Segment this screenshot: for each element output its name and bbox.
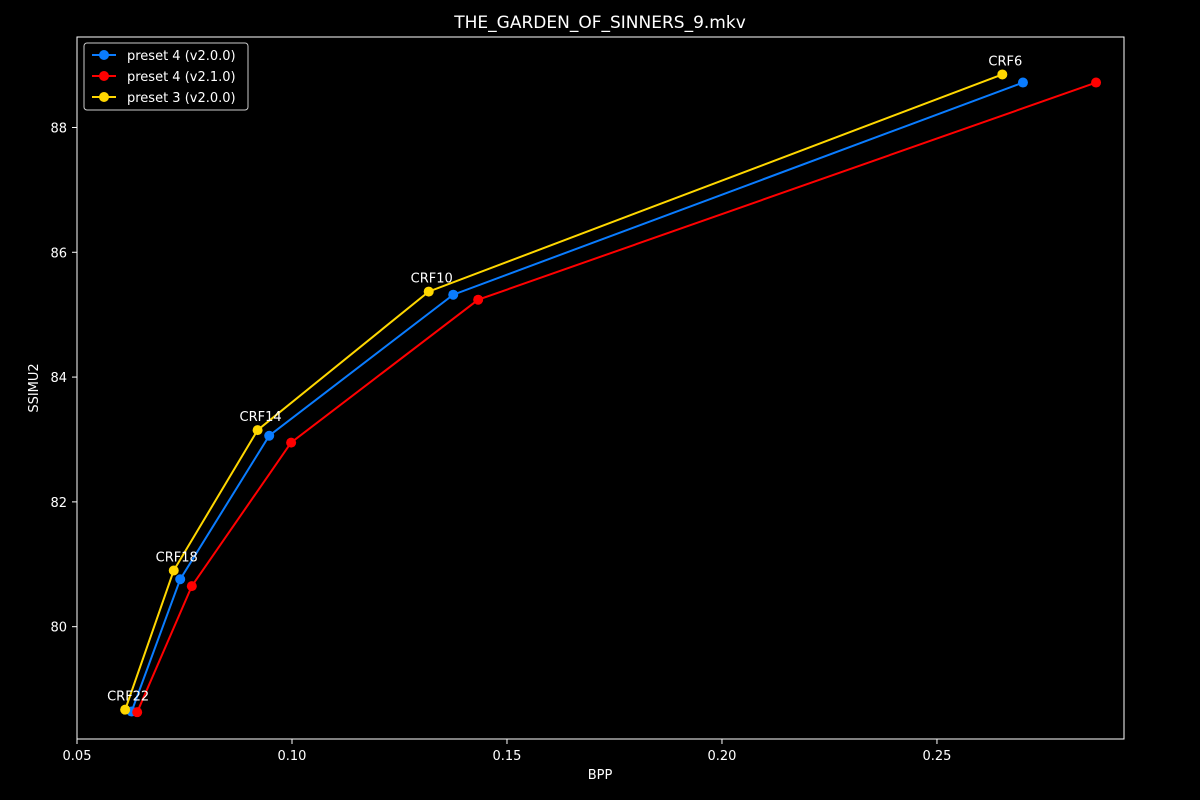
data-point [168, 565, 179, 576]
series-line [136, 81, 1097, 713]
annotations-layer: CRF22 CRF18 CRF14 CRF10 CRF6 [107, 54, 1022, 704]
legend-swatch-marker [99, 92, 109, 102]
legend-swatch-marker [99, 50, 109, 60]
legend-entry-label: preset 4 (v2.0.0) [127, 49, 236, 64]
data-point [423, 286, 434, 297]
data-point [132, 707, 143, 718]
data-point [175, 574, 186, 585]
data-point [473, 294, 484, 305]
data-point [264, 430, 275, 441]
data-point [186, 581, 197, 592]
y-tick-label: 88 [50, 121, 67, 136]
y-tick-label: 80 [50, 621, 67, 636]
series-layer [120, 69, 1102, 718]
series-line [124, 73, 1003, 711]
point-annotation: CRF18 [156, 551, 198, 566]
series-group [132, 77, 1102, 718]
data-point [252, 425, 263, 436]
point-annotation: CRF22 [107, 690, 149, 705]
legend-box [83, 42, 249, 111]
x-tick-label: 0.25 [922, 749, 951, 764]
legend-swatch-marker [99, 71, 109, 81]
y-axis-label: SSIMU2 [27, 363, 42, 412]
plot-area-frame [76, 36, 1125, 740]
y-tick-label: 84 [50, 371, 67, 386]
x-tick-label: 0.20 [707, 749, 736, 764]
point-annotation: CRF10 [411, 272, 453, 287]
data-point [997, 69, 1008, 80]
x-tick-label: 0.05 [63, 749, 92, 764]
point-annotation: CRF6 [988, 54, 1022, 69]
legend-entry-label: preset 4 (v2.1.0) [127, 70, 236, 85]
data-point [448, 289, 459, 300]
legend-entry-label: preset 3 (v2.0.0) [127, 91, 236, 106]
data-point [286, 437, 297, 448]
series-group [120, 69, 1008, 715]
data-point [120, 704, 131, 715]
x-tick-label: 0.15 [493, 749, 522, 764]
x-axis-label: BPP [588, 768, 613, 783]
point-annotation: CRF14 [240, 410, 282, 425]
axis-ticks: 0.05 0.10 0.15 0.20 0.25 80 82 84 86 88 [50, 121, 951, 764]
chart-title: THE_GARDEN_OF_SINNERS_9.mkv [453, 13, 746, 33]
x-tick-label: 0.10 [278, 749, 307, 764]
legend: preset 4 (v2.0.0) preset 4 (v2.1.0) preset… [83, 42, 249, 111]
y-tick-label: 82 [50, 496, 67, 511]
series-group [126, 77, 1028, 717]
data-point [1017, 77, 1028, 88]
y-tick-label: 86 [50, 246, 67, 261]
series-line [130, 81, 1024, 712]
data-point [1091, 77, 1102, 88]
